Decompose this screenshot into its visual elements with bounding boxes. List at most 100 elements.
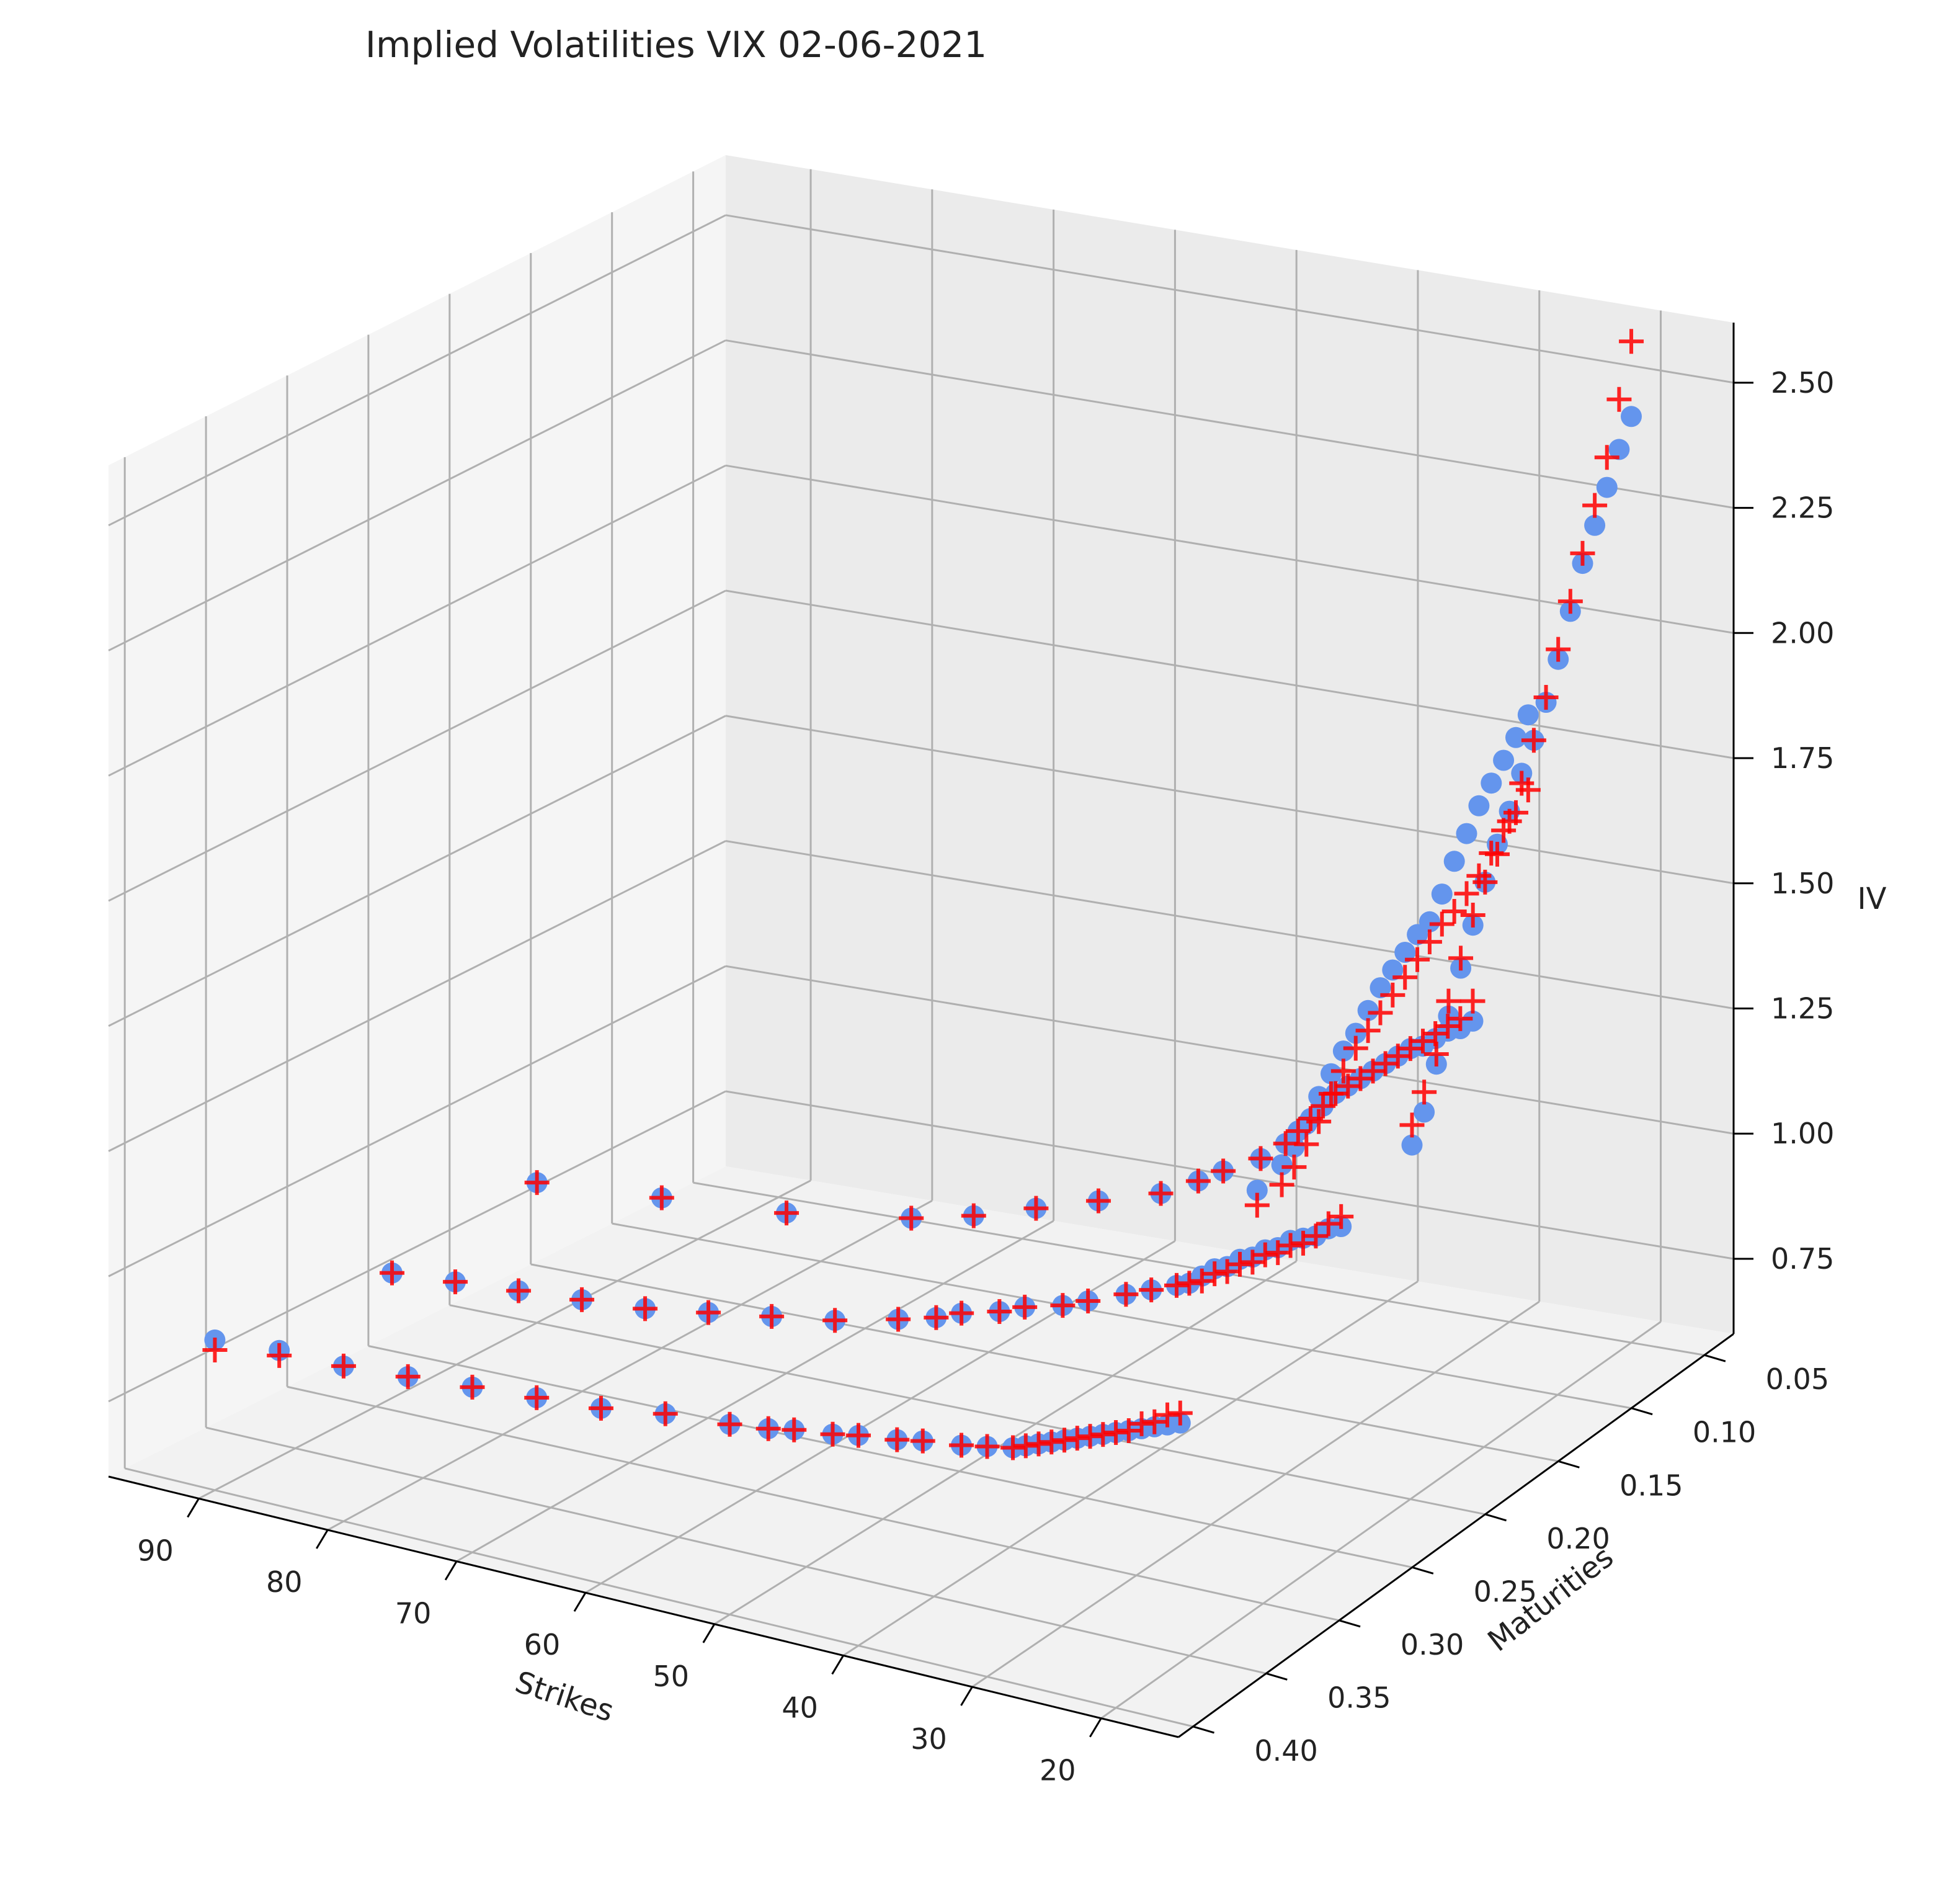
model-iv-point	[1090, 1422, 1116, 1447]
model-iv-point	[1211, 1158, 1236, 1184]
model-iv-point	[1012, 1294, 1038, 1320]
model-iv-point	[1013, 1433, 1038, 1459]
market-iv-point	[1407, 924, 1428, 946]
market-iv-point	[1321, 1063, 1342, 1084]
y-tick-label: 0.15	[1619, 1469, 1683, 1502]
grid-lines	[108, 169, 1734, 1728]
grid-line-z-side	[108, 715, 726, 1027]
x-tick	[702, 1624, 716, 1643]
model-iv-point	[1148, 1181, 1174, 1206]
y-tick-label: 0.40	[1254, 1734, 1317, 1768]
model-iv-point	[1281, 1155, 1307, 1180]
y-tick	[1485, 1513, 1507, 1522]
model-iv-point	[524, 1170, 550, 1196]
grid-line-x-floor	[842, 1281, 1419, 1656]
x-tick-label: 80	[266, 1565, 303, 1599]
grid-line-y-floor	[449, 1304, 1486, 1516]
model-iv-point	[1533, 684, 1559, 710]
grid-line-z-side	[108, 214, 726, 527]
model-iv-point	[1619, 329, 1644, 354]
model-iv-point	[331, 1353, 356, 1379]
model-iv-point	[1329, 1204, 1354, 1229]
model-iv-point	[1189, 1268, 1214, 1294]
model-iv-point	[1076, 1288, 1101, 1313]
model-iv-point	[1348, 1066, 1373, 1091]
axis-panes	[109, 155, 1734, 1737]
market-iv-point	[1271, 1154, 1293, 1176]
x-tick	[831, 1655, 844, 1675]
market-iv-point	[1621, 406, 1642, 427]
model-iv-point	[1244, 1192, 1270, 1218]
model-iv-point	[1052, 1428, 1077, 1453]
chart-title: Implied Volatilities VIX 02-06-2021	[365, 24, 987, 66]
model-iv-point	[1142, 1409, 1167, 1434]
model-iv-point	[1435, 1013, 1461, 1039]
y-tick	[1631, 1407, 1653, 1416]
side-pane	[109, 155, 726, 1477]
model-iv-point	[460, 1374, 485, 1400]
model-iv-point	[1606, 387, 1632, 412]
model-iv-point	[1291, 1230, 1316, 1256]
y-axis-line	[1178, 1333, 1734, 1738]
market-iv-point	[1481, 772, 1502, 794]
model-iv-point	[1077, 1424, 1103, 1449]
market-iv-point	[1357, 999, 1379, 1021]
model-iv-point	[1423, 1021, 1448, 1047]
model-iv-point	[1405, 947, 1430, 972]
market-iv-point	[1394, 942, 1416, 963]
model-iv-point	[974, 1434, 1000, 1459]
z-tick-label: 1.00	[1771, 1117, 1834, 1150]
market-iv-point	[1431, 883, 1453, 905]
grid-line-x-floor	[971, 1300, 1540, 1688]
y-tick	[1557, 1460, 1580, 1469]
grid-line-z-side	[108, 840, 726, 1152]
model-iv-point	[380, 1260, 405, 1285]
grid-line-x-floor	[198, 1179, 811, 1500]
back-pane	[726, 155, 1734, 1334]
model-iv-point	[1167, 1400, 1193, 1426]
model-iv-point	[886, 1307, 911, 1332]
model-iv-point	[1227, 1251, 1253, 1277]
market-iv-point	[1382, 959, 1404, 981]
model-iv-point	[949, 1300, 974, 1326]
x-tick	[316, 1529, 329, 1549]
grid-line-y-floor	[612, 1222, 1632, 1410]
model-iv-point	[202, 1337, 228, 1362]
z-tick-label: 2.00	[1771, 616, 1834, 650]
y-tick	[1412, 1566, 1434, 1575]
model-iv-point	[1472, 869, 1498, 895]
x-tick	[1089, 1717, 1102, 1738]
y-tick	[1704, 1354, 1726, 1362]
model-iv-point	[961, 1203, 986, 1228]
model-iv-point	[569, 1287, 595, 1312]
model-iv-point	[820, 1421, 845, 1447]
model-iv-point	[884, 1427, 910, 1452]
market-iv-point	[1414, 1101, 1435, 1123]
y-tick	[1265, 1672, 1288, 1681]
grid-line-z-side	[108, 965, 726, 1277]
model-iv-point	[1303, 1223, 1329, 1249]
model-iv-point	[1113, 1282, 1139, 1307]
z-tick-label: 2.25	[1771, 491, 1834, 525]
x-tick	[573, 1592, 587, 1612]
model-iv-point	[1050, 1293, 1076, 1318]
grid-line-z-back	[725, 339, 1734, 509]
model-iv-point	[1412, 1080, 1437, 1105]
model-iv-point	[1515, 777, 1541, 803]
model-iv-point	[1177, 1271, 1202, 1296]
y-tick-label: 0.25	[1474, 1575, 1537, 1608]
axis-lines	[108, 323, 1735, 1738]
x-tick	[960, 1686, 973, 1706]
model-iv-point	[1368, 1000, 1393, 1026]
market-iv-point	[1246, 1179, 1268, 1201]
market-iv-point	[1596, 476, 1618, 498]
model-iv-point	[1252, 1242, 1278, 1267]
model-iv-point	[1503, 800, 1528, 825]
model-iv-point	[1026, 1431, 1051, 1457]
model-iv-point	[1410, 1029, 1436, 1054]
model-iv-point	[1466, 863, 1492, 888]
x-axis-line	[108, 1475, 1179, 1738]
model-iv-point	[717, 1411, 742, 1437]
grid-line-z-back	[725, 965, 1734, 1135]
